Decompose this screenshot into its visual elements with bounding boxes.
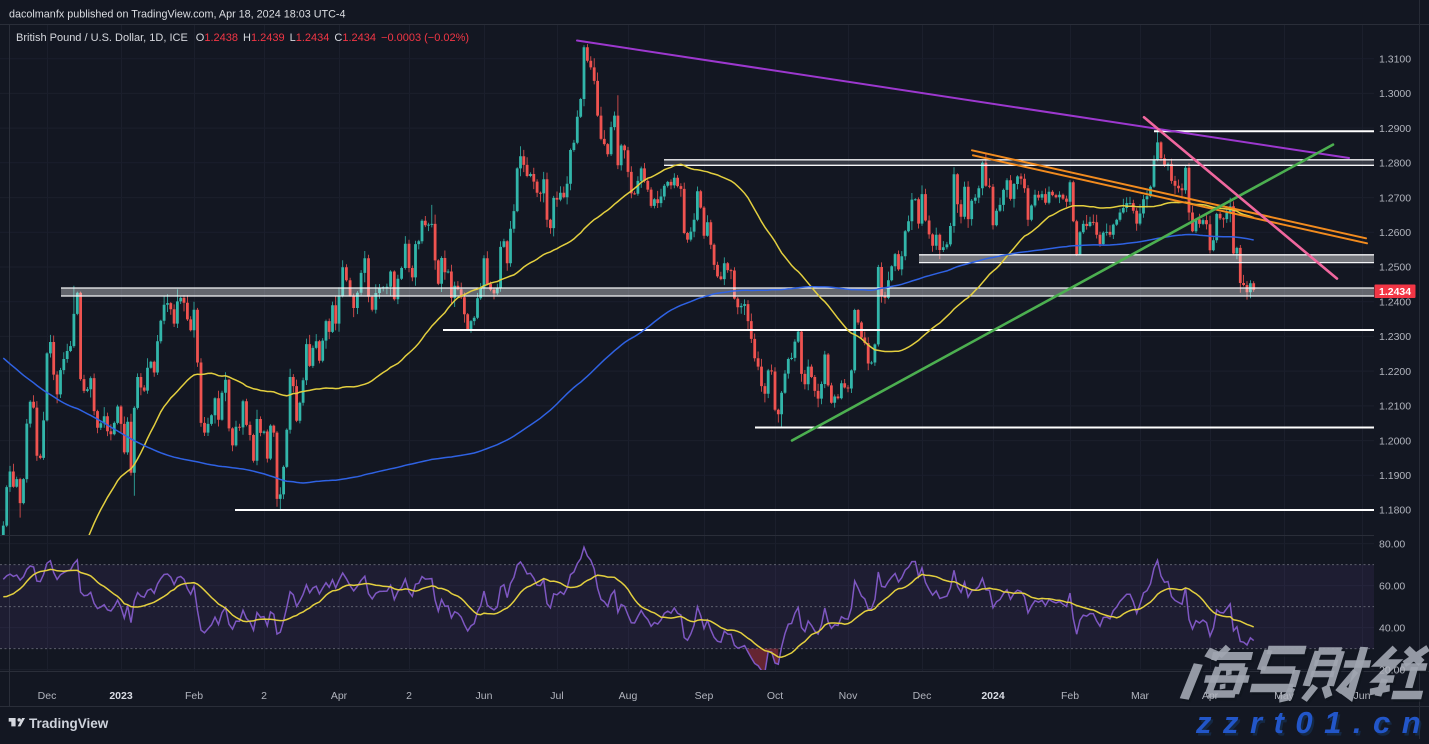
svg-text:1.2600: 1.2600 [1379, 227, 1411, 239]
svg-text:Apr: Apr [1202, 690, 1219, 702]
svg-text:1.2500: 1.2500 [1379, 262, 1411, 274]
svg-text:Nov: Nov [839, 690, 858, 702]
svg-text:1.2200: 1.2200 [1379, 366, 1411, 378]
svg-text:1.2000: 1.2000 [1379, 435, 1411, 447]
svg-text:Feb: Feb [185, 690, 203, 702]
svg-text:2: 2 [261, 690, 267, 702]
svg-text:1.1800: 1.1800 [1379, 505, 1411, 517]
svg-text:Jun: Jun [476, 690, 493, 702]
svg-text:1.2900: 1.2900 [1379, 123, 1411, 135]
svg-text:1.2434: 1.2434 [1379, 286, 1411, 298]
svg-text:May: May [1274, 690, 1295, 702]
svg-text:zzrt01.cn: zzrt01.cn [1195, 705, 1429, 739]
svg-text:Oct: Oct [767, 690, 783, 702]
svg-text:1.2800: 1.2800 [1379, 158, 1411, 170]
svg-text:20.00: 20.00 [1379, 664, 1405, 676]
svg-text:2: 2 [406, 690, 412, 702]
svg-text:Dec: Dec [38, 690, 57, 702]
svg-text:Aug: Aug [619, 690, 638, 702]
svg-text:British Pound / U.S. Dollar, 1: British Pound / U.S. Dollar, 1D, ICE O1.2… [16, 32, 469, 44]
svg-text:dacolmanfx published on Tradin: dacolmanfx published on TradingView.com,… [9, 8, 346, 20]
svg-text:Jun: Jun [1354, 690, 1371, 702]
svg-text:Apr: Apr [331, 690, 348, 702]
svg-text:Feb: Feb [1061, 690, 1079, 702]
svg-text:1.2700: 1.2700 [1379, 192, 1411, 204]
svg-text:Sep: Sep [695, 690, 714, 702]
svg-text:1.3100: 1.3100 [1379, 53, 1411, 65]
svg-text:1.2300: 1.2300 [1379, 331, 1411, 343]
svg-text:Mar: Mar [1131, 690, 1150, 702]
svg-text:zzrt01.cn: zzrt01.cn [1197, 708, 1429, 740]
svg-text:60.00: 60.00 [1379, 580, 1405, 592]
svg-text:1.2400: 1.2400 [1379, 296, 1411, 308]
svg-text:40.00: 40.00 [1379, 622, 1405, 634]
svg-text:1.2100: 1.2100 [1379, 401, 1411, 413]
svg-text:TradingView: TradingView [29, 716, 109, 731]
svg-text:2024: 2024 [981, 690, 1005, 702]
svg-text:1.3000: 1.3000 [1379, 88, 1411, 100]
svg-text:1.1900: 1.1900 [1379, 470, 1411, 482]
svg-text:2023: 2023 [109, 690, 133, 702]
svg-text:Dec: Dec [913, 690, 932, 702]
svg-text:Jul: Jul [550, 690, 563, 702]
svg-text:80.00: 80.00 [1379, 538, 1405, 550]
